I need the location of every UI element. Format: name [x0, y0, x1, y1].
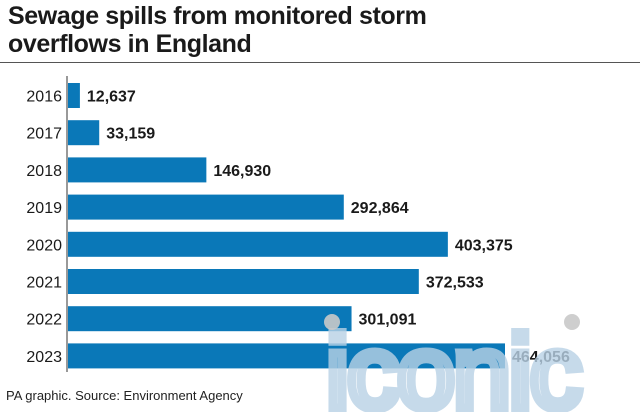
chart-title-line-2: overflows in England — [8, 30, 252, 58]
year-label-2022: 2022 — [26, 312, 62, 329]
value-label-2017: 33,159 — [106, 126, 155, 143]
bar-2017 — [68, 120, 100, 146]
bar-2019 — [68, 194, 344, 220]
bar-2023 — [68, 343, 505, 369]
bar-2020 — [68, 231, 448, 257]
year-label-2020: 2020 — [26, 237, 62, 254]
value-label-2021: 372,533 — [426, 275, 484, 292]
value-label-2023: 464,056 — [512, 349, 570, 366]
chart-title-line-1: Sewage spills from monitored storm — [8, 2, 427, 30]
value-label-2018: 146,930 — [213, 163, 271, 180]
year-label-2023: 2023 — [26, 349, 62, 366]
year-label-2021: 2021 — [26, 275, 62, 292]
bar-2021 — [68, 269, 419, 294]
year-label-2017: 2017 — [26, 126, 62, 143]
year-label-2019: 2019 — [26, 200, 62, 217]
chart-title: Sewage spills from monitored storm overf… — [8, 2, 608, 58]
bar-2018 — [68, 157, 207, 183]
year-label-2016: 2016 — [26, 89, 62, 106]
value-label-2016: 12,637 — [87, 89, 136, 106]
value-label-2020: 403,375 — [455, 237, 513, 254]
year-label-2018: 2018 — [26, 163, 62, 180]
source-note: PA graphic. Source: Environment Agency — [6, 388, 243, 403]
title-divider — [0, 62, 640, 63]
value-label-2022: 301,091 — [359, 312, 417, 329]
bars-group: 2016 12,637 2017 33,159 2018 146,930 2019 292,8… — [26, 83, 570, 369]
bar-2022 — [68, 306, 352, 332]
bar-2016 — [68, 83, 80, 108]
value-label-2019: 292,864 — [351, 200, 409, 217]
